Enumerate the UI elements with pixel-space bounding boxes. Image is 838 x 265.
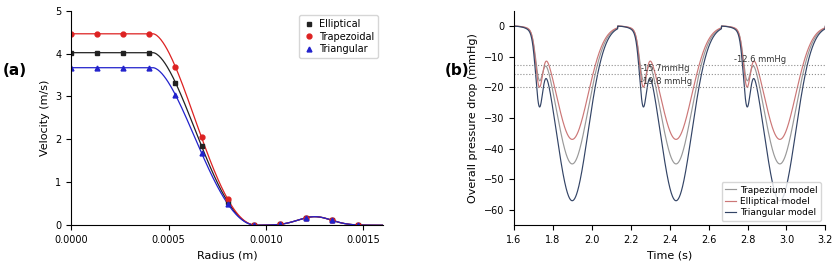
Elliptical model [815, 29, 825, 33]
Elliptical [353, 223, 363, 227]
Trapezium model [563, 157, 573, 160]
Elliptical model [545, 65, 555, 68]
Elliptical model [628, 28, 639, 32]
Elliptical model [563, 134, 573, 137]
Legend: Elliptical, Trapezoidal, Triangular: Elliptical, Trapezoidal, Triangular [299, 15, 378, 58]
Triangular model [545, 87, 555, 90]
Triangular model [781, 187, 791, 190]
Trapezium model [509, 24, 519, 28]
Text: (b): (b) [445, 63, 470, 78]
X-axis label: Radius (m): Radius (m) [197, 250, 257, 260]
Triangular [353, 223, 363, 227]
Trapezium model [567, 162, 577, 166]
Y-axis label: Velocity (m/s): Velocity (m/s) [39, 80, 49, 156]
Line: Elliptical model: Elliptical model [514, 26, 825, 139]
Triangular model [567, 199, 577, 202]
Triangular [66, 66, 76, 69]
Trapezium model [642, 70, 652, 73]
Elliptical model [781, 130, 791, 133]
Trapezoidal [249, 223, 259, 227]
Elliptical [92, 51, 102, 54]
Trapezoidal [301, 216, 311, 219]
Text: (a): (a) [3, 63, 27, 78]
Triangular model [563, 192, 573, 196]
Triangular model [642, 88, 652, 91]
Elliptical model [509, 24, 519, 28]
Text: -15.7mmHg: -15.7mmHg [640, 64, 690, 73]
Y-axis label: Overall pressure drop (mmHg): Overall pressure drop (mmHg) [468, 33, 478, 203]
Trapezoidal [223, 197, 233, 201]
Triangular model [815, 32, 825, 35]
Elliptical [196, 144, 206, 148]
Triangular [144, 66, 154, 69]
Line: Elliptical: Elliptical [69, 50, 360, 227]
Triangular [301, 216, 311, 219]
Line: Triangular model: Triangular model [514, 26, 825, 201]
Triangular [223, 202, 233, 205]
Elliptical [327, 219, 337, 222]
Trapezium model [815, 30, 825, 34]
Elliptical [144, 51, 154, 54]
Trapezoidal [353, 223, 363, 227]
Triangular [118, 66, 128, 69]
Triangular [196, 151, 206, 154]
Elliptical [301, 216, 311, 219]
Trapezoidal [66, 32, 76, 35]
Elliptical [66, 51, 76, 54]
Legend: Trapezium model, Elliptical model, Triangular model: Trapezium model, Elliptical model, Trian… [722, 182, 821, 221]
Triangular [170, 93, 180, 96]
Elliptical [170, 81, 180, 84]
Trapezoidal [144, 32, 154, 35]
Trapezoidal [118, 32, 128, 35]
Trapezoidal [196, 136, 206, 139]
Trapezium model [628, 29, 639, 32]
Text: -19.8 mmHg: -19.8 mmHg [640, 77, 692, 86]
Trapezium model [545, 73, 555, 77]
Trapezium model [820, 24, 830, 28]
Triangular model [509, 25, 519, 28]
Line: Trapezium model: Trapezium model [514, 26, 825, 164]
Elliptical model [642, 70, 652, 73]
Triangular [92, 66, 102, 69]
Trapezoidal [275, 223, 285, 226]
Elliptical [223, 200, 233, 203]
Line: Triangular: Triangular [69, 65, 360, 227]
Elliptical [275, 223, 285, 226]
Triangular model [628, 30, 639, 33]
Trapezoidal [170, 65, 180, 68]
Elliptical [249, 223, 259, 227]
Elliptical model [567, 138, 577, 141]
Trapezium model [781, 153, 791, 156]
Elliptical [118, 51, 128, 54]
Triangular [275, 223, 285, 226]
Text: -12.6 mmHg: -12.6 mmHg [734, 55, 786, 64]
Triangular [327, 219, 337, 222]
Trapezoidal [92, 32, 102, 35]
Trapezoidal [327, 219, 337, 222]
Triangular [249, 223, 259, 227]
X-axis label: Time (s): Time (s) [647, 250, 692, 260]
Triangular model [820, 25, 830, 28]
Elliptical model [820, 24, 830, 28]
Line: Trapezoidal: Trapezoidal [69, 31, 360, 227]
